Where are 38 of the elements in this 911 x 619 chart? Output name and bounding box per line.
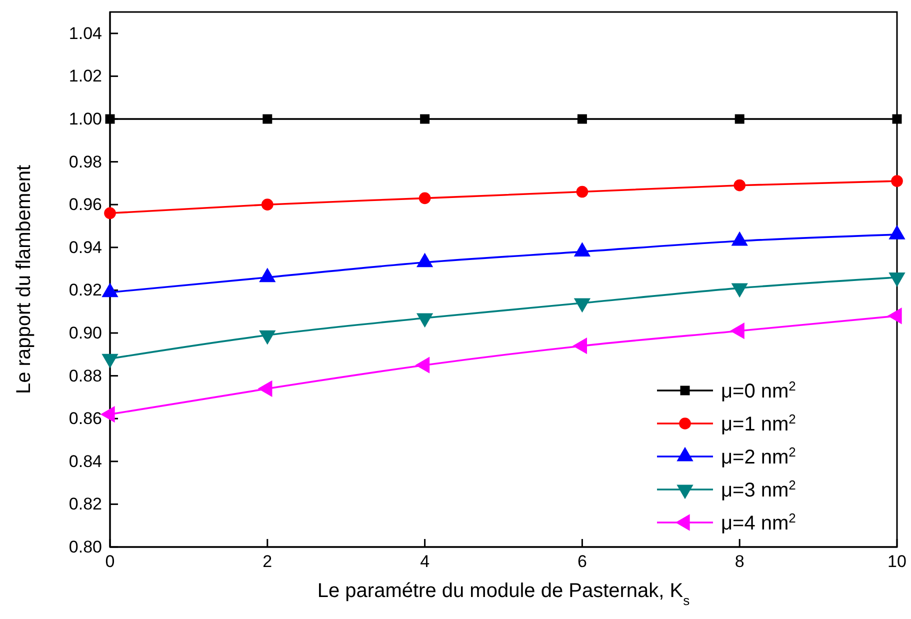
point bbox=[262, 114, 272, 124]
x-tick-label: 4 bbox=[420, 552, 430, 572]
x-tick-label: 2 bbox=[262, 552, 272, 572]
point bbox=[420, 114, 430, 124]
legend-label: μ=0 nm$^{2}$ bbox=[721, 378, 796, 402]
point bbox=[577, 114, 587, 124]
y-tick-label: 1.00 bbox=[68, 109, 102, 128]
y-tick-label: 0.82 bbox=[68, 494, 102, 514]
point bbox=[104, 207, 116, 220]
x-tick-label: 10 bbox=[888, 552, 906, 572]
legend-label: μ=4 nm$^{2}$ bbox=[721, 510, 796, 534]
y-tick-label: 0.80 bbox=[68, 537, 102, 556]
y-tick-label: 0.96 bbox=[68, 195, 102, 214]
y-tick-label: 0.86 bbox=[68, 409, 102, 428]
y-tick-label: 1.04 bbox=[68, 24, 102, 43]
y-tick-label: 1.02 bbox=[68, 66, 102, 86]
point bbox=[891, 175, 903, 187]
point bbox=[418, 192, 431, 204]
y-tick-label: 0.90 bbox=[68, 323, 102, 342]
y-tick-label: 0.98 bbox=[68, 152, 102, 172]
x-tick-label: 0 bbox=[105, 552, 115, 572]
legend-label: μ=1 nm$^{2}$ bbox=[721, 411, 796, 436]
y-tick-label: 0.84 bbox=[68, 452, 102, 471]
legend-label: μ=3 nm$^{2}$ bbox=[721, 477, 796, 502]
y-tick-label: 0.94 bbox=[68, 238, 102, 257]
point bbox=[892, 114, 902, 124]
y-tick-label: 0.88 bbox=[68, 366, 102, 386]
point bbox=[734, 179, 746, 192]
point bbox=[105, 114, 115, 124]
point bbox=[734, 114, 744, 124]
point bbox=[576, 186, 588, 198]
point bbox=[261, 198, 274, 211]
legend-label: μ=2 nm$^{2}$ bbox=[721, 444, 796, 468]
x-tick-label: 8 bbox=[734, 552, 744, 572]
x-axis-title: Le paramétre du module de Pasternak, K$_{s}$ bbox=[317, 580, 690, 608]
x-tick-label: 6 bbox=[577, 552, 587, 572]
y-tick-label: 0.92 bbox=[68, 280, 102, 300]
y-axis-title: Le rapport du flambement bbox=[13, 164, 35, 394]
